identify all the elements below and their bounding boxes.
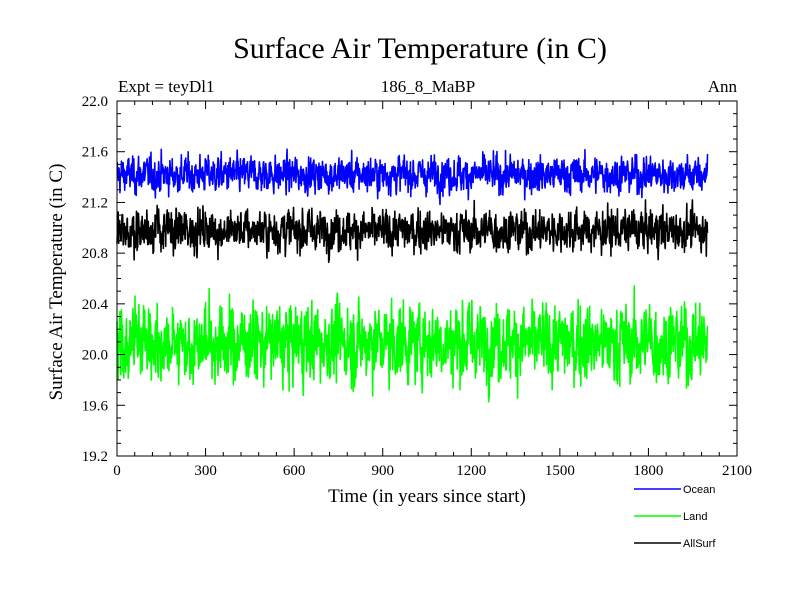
x-tick-label: 900: [371, 463, 394, 479]
y-tick-label: 21.6: [82, 145, 109, 161]
y-axis-label: Surface Air Temperature (in C): [46, 164, 67, 401]
series-line-allsurf: [116, 199, 709, 264]
period-label: 186_8_MaBP: [381, 77, 475, 96]
y-tick-label: 19.2: [82, 449, 108, 465]
x-tick-label: 300: [194, 463, 217, 479]
legend-label-allsurf: AllSurf: [683, 538, 716, 550]
expt-label: Expt = teyDl1: [118, 77, 214, 96]
y-tick-label: 20.4: [82, 297, 109, 313]
y-tick-label: 20.8: [82, 246, 108, 262]
y-tick-label: 20.0: [82, 348, 108, 364]
series-line-land: [116, 285, 709, 403]
plot-frame: [116, 100, 738, 457]
y-tick-label: 19.6: [82, 398, 109, 414]
axes: 0 300 600 900 1200 1500 1800 2100 19.2 19.6 20.0 20…: [82, 94, 752, 479]
x-tick-label: 1500: [545, 463, 575, 479]
x-tick-label: 1800: [633, 463, 663, 479]
x-tick-label: 1200: [456, 463, 486, 479]
x-tick-label: 2100: [722, 463, 752, 479]
x-tick-label: 600: [283, 463, 306, 479]
y-tick-label: 21.2: [82, 195, 108, 211]
legend-label-land: Land: [683, 511, 707, 523]
series-line-ocean: [116, 148, 709, 206]
x-tick-label: 0: [113, 463, 121, 479]
legend-label-ocean: Ocean: [683, 484, 715, 496]
x-axis-label: Time (in years since start): [328, 486, 526, 507]
y-tick-label: 22.0: [82, 94, 108, 110]
plot-lines: [116, 148, 709, 403]
chart-title: Surface Air Temperature (in C): [233, 32, 607, 65]
legend: Ocean Land AllSurf: [634, 484, 716, 550]
season-label: Ann: [708, 77, 738, 96]
